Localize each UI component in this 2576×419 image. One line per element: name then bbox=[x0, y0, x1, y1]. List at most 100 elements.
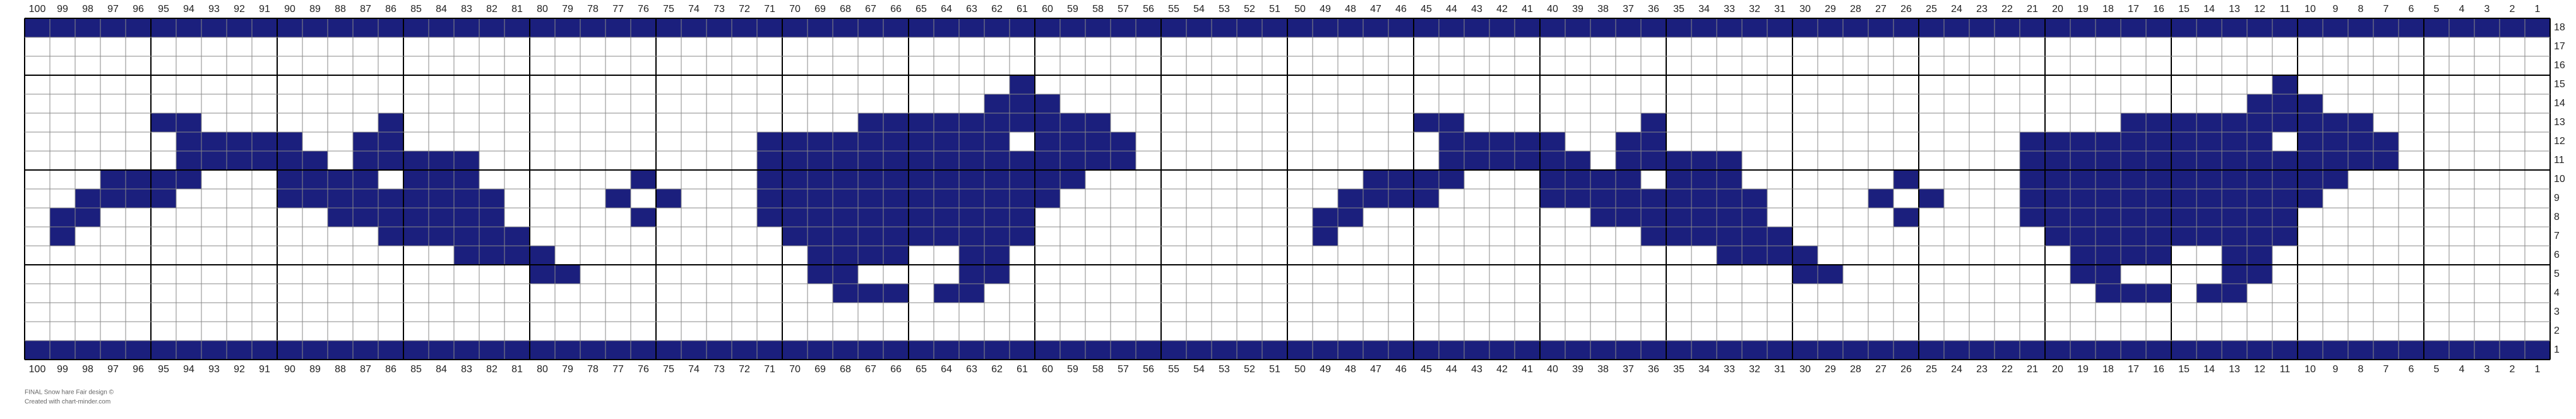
column-label: 25 bbox=[1926, 364, 1937, 375]
column-label: 38 bbox=[1597, 4, 1609, 15]
column-label: 13 bbox=[2229, 4, 2240, 15]
column-label: 97 bbox=[107, 364, 119, 375]
row-label: 2 bbox=[2554, 325, 2560, 336]
column-label: 99 bbox=[57, 4, 68, 15]
column-label: 14 bbox=[2203, 4, 2215, 15]
column-label: 7 bbox=[2383, 4, 2389, 15]
column-label: 55 bbox=[1168, 364, 1179, 375]
filled-cells bbox=[277, 189, 504, 208]
column-label: 46 bbox=[1395, 364, 1407, 375]
column-label: 78 bbox=[587, 364, 599, 375]
column-label: 30 bbox=[1799, 364, 1811, 375]
column-label: 16 bbox=[2153, 4, 2164, 15]
column-label: 66 bbox=[890, 364, 902, 375]
row-label: 3 bbox=[2554, 307, 2560, 317]
column-label: 96 bbox=[133, 4, 144, 15]
column-label: 21 bbox=[2027, 364, 2038, 375]
column-label: 86 bbox=[385, 4, 397, 15]
column-label: 29 bbox=[1825, 364, 1836, 375]
column-label: 11 bbox=[2280, 364, 2291, 375]
column-label: 36 bbox=[1648, 4, 1659, 15]
column-label: 39 bbox=[1572, 4, 1583, 15]
column-label: 20 bbox=[2052, 364, 2063, 375]
column-label: 57 bbox=[1118, 4, 1129, 15]
column-label: 41 bbox=[1522, 4, 1533, 15]
column-label: 12 bbox=[2254, 4, 2265, 15]
column-label: 27 bbox=[1875, 364, 1887, 375]
column-label: 36 bbox=[1648, 364, 1659, 375]
column-label: 62 bbox=[991, 364, 1003, 375]
column-label: 59 bbox=[1067, 4, 1078, 15]
column-label: 17 bbox=[2128, 364, 2139, 375]
column-label: 15 bbox=[2178, 4, 2190, 15]
column-label: 91 bbox=[259, 4, 270, 15]
filled-cells bbox=[757, 170, 1085, 189]
column-label: 93 bbox=[208, 364, 220, 375]
column-label: 39 bbox=[1572, 364, 1583, 375]
filled-cells bbox=[176, 132, 302, 151]
filled-cells bbox=[1868, 189, 1893, 208]
column-label: 32 bbox=[1749, 364, 1760, 375]
column-label: 90 bbox=[284, 4, 295, 15]
filled-cells bbox=[1540, 189, 1767, 208]
column-label: 1 bbox=[2535, 4, 2541, 15]
column-label: 64 bbox=[941, 364, 952, 375]
column-label: 81 bbox=[511, 4, 523, 15]
row-label: 5 bbox=[2554, 269, 2560, 279]
column-label: 56 bbox=[1143, 364, 1154, 375]
column-label: 59 bbox=[1067, 364, 1078, 375]
column-label: 86 bbox=[385, 364, 397, 375]
filled-cells bbox=[2096, 284, 2171, 303]
column-label: 43 bbox=[1471, 364, 1482, 375]
column-label: 10 bbox=[2305, 364, 2316, 375]
column-label: 68 bbox=[840, 4, 851, 15]
filled-cells bbox=[2020, 170, 2348, 189]
filled-cells bbox=[1641, 113, 1666, 132]
column-label: 99 bbox=[57, 364, 68, 375]
column-label: 79 bbox=[562, 4, 573, 15]
column-label: 95 bbox=[158, 364, 169, 375]
column-label: 2 bbox=[2510, 4, 2515, 15]
column-label: 14 bbox=[2203, 364, 2215, 375]
column-label: 11 bbox=[2280, 4, 2291, 15]
column-label: 79 bbox=[562, 364, 573, 375]
column-label: 49 bbox=[1320, 364, 1331, 375]
column-label: 63 bbox=[966, 364, 977, 375]
column-label: 92 bbox=[234, 4, 245, 15]
column-label: 26 bbox=[1900, 4, 1912, 15]
column-label: 65 bbox=[915, 4, 927, 15]
column-label: 73 bbox=[713, 4, 725, 15]
column-label: 4 bbox=[2459, 364, 2465, 375]
column-label: 80 bbox=[537, 364, 548, 375]
column-label: 60 bbox=[1042, 4, 1053, 15]
column-label: 83 bbox=[461, 364, 472, 375]
column-label: 87 bbox=[360, 364, 371, 375]
column-label: 69 bbox=[814, 4, 826, 15]
column-label: 42 bbox=[1496, 4, 1508, 15]
column-label: 4 bbox=[2459, 4, 2465, 15]
column-label: 82 bbox=[486, 364, 498, 375]
column-label: 71 bbox=[764, 364, 775, 375]
filled-cells bbox=[1666, 170, 1742, 189]
column-label: 61 bbox=[1017, 4, 1028, 15]
column-label: 8 bbox=[2358, 364, 2364, 375]
filled-cells bbox=[1590, 208, 1767, 227]
column-label: 33 bbox=[1724, 4, 1735, 15]
column-label: 83 bbox=[461, 4, 472, 15]
filled-cells bbox=[353, 151, 479, 170]
filled-cells bbox=[631, 170, 656, 189]
column-label: 44 bbox=[1446, 4, 1457, 15]
column-label: 13 bbox=[2229, 364, 2240, 375]
column-label: 51 bbox=[1269, 364, 1280, 375]
row-label: 16 bbox=[2554, 60, 2565, 71]
column-label: 94 bbox=[183, 4, 194, 15]
column-label: 92 bbox=[234, 364, 245, 375]
column-label: 23 bbox=[1976, 4, 1988, 15]
column-label: 33 bbox=[1724, 364, 1735, 375]
filled-cells bbox=[1439, 132, 1565, 151]
column-label: 73 bbox=[713, 364, 725, 375]
filled-cells bbox=[2247, 94, 2323, 113]
filled-cells bbox=[1919, 189, 1944, 208]
column-label: 6 bbox=[2409, 364, 2414, 375]
column-label: 66 bbox=[890, 4, 902, 15]
